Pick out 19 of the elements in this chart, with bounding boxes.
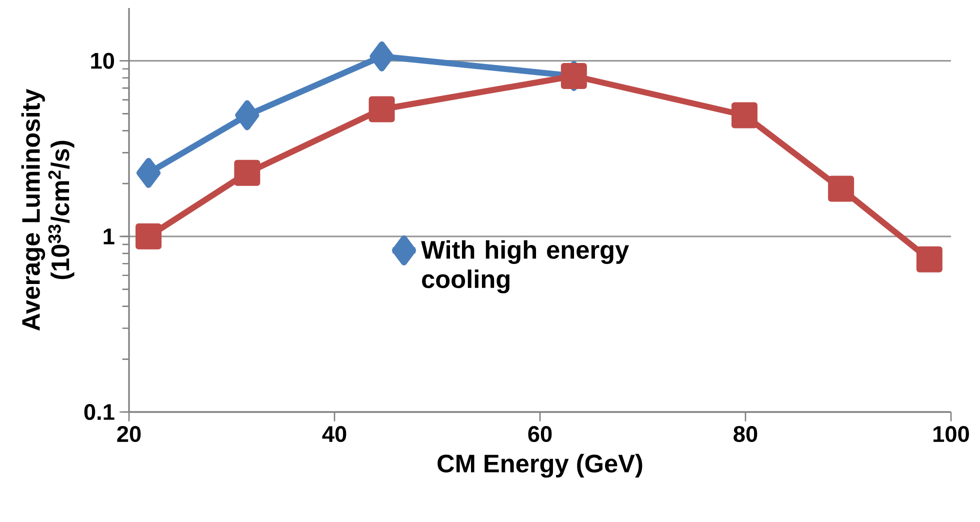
x-tick-label: 20 [117,426,141,442]
x-tick-label: 60 [528,426,552,442]
point [370,41,394,72]
x-axis-title: CM Energy (GeV) [438,454,642,478]
point [828,176,854,202]
x-tick-label: 80 [734,426,758,442]
y-tick-label: 0.1 [84,404,114,420]
y-tick-label: 1 [104,228,114,244]
y-tick-label: 10 [91,52,114,69]
x-tick-label: 100 [934,426,969,442]
legend-label: With high energy cooling [421,240,629,294]
x-tick-label: 40 [322,426,346,442]
point [234,160,260,186]
point [916,246,942,272]
point [368,96,395,122]
point [731,102,758,128]
point [235,100,260,130]
point [136,158,161,188]
point [136,223,162,250]
